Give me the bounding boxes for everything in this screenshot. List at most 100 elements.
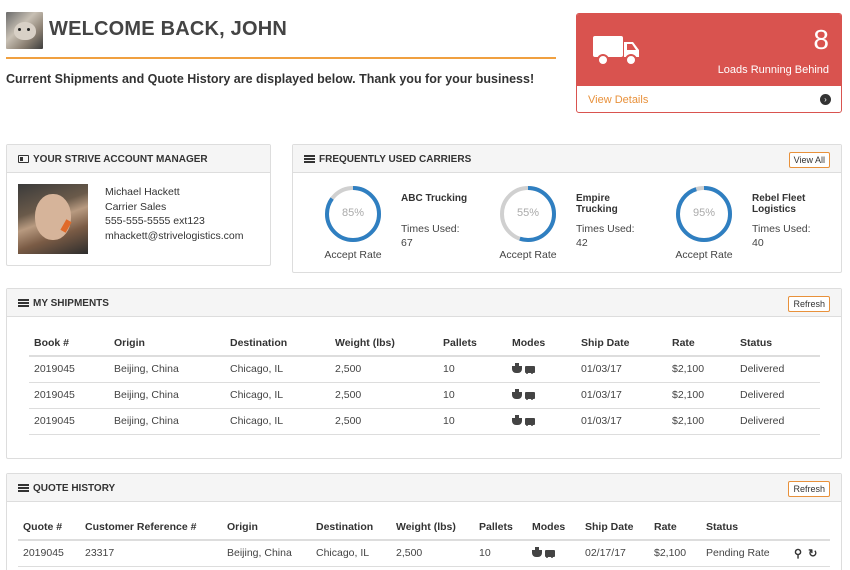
manager-name: Michael Hackett [105,186,180,198]
table-cell: $2,100 [667,356,735,383]
table-cell: 2019045 [29,356,109,383]
times-used-value: 42 [576,237,588,249]
column-header[interactable]: Rate [667,330,735,357]
truck-icon [593,36,639,66]
table-cell: Chicago, IL [225,408,330,435]
manager-contact: Michael Hackett Carrier Sales 555-555-55… [105,185,243,243]
id-card-icon [18,155,29,163]
table-cell: Chicago, IL [311,540,391,567]
carrier-name: ABC Trucking [401,193,468,204]
quotes-table: Quote # Customer Reference # Origin Destina… [18,514,830,567]
page-subtitle: Current Shipments and Quote History are … [6,72,535,86]
table-cell: 2019045 [29,382,109,409]
table-cell: 2,500 [391,540,474,567]
accept-rate-label: Accept Rate [324,249,382,261]
page-title: WELCOME BACK, JOHN [49,18,288,40]
ship-icon [512,415,522,425]
list-icon [304,155,315,163]
truck-icon [525,366,535,375]
panel-title: QUOTE HISTORY [33,483,116,494]
table-cell: 2019045 [29,408,109,435]
my-shipments-panel: MY SHIPMENTS Refresh Book # Origin Destina… [6,288,842,459]
table-cell: Beijing, China [109,408,225,435]
table-cell: Chicago, IL [225,382,330,409]
table-cell [527,540,580,567]
table-cell: 2,500 [330,356,438,383]
truck-icon [525,418,535,426]
table-cell: Beijing, China [109,382,225,409]
carrier-name: Rebel Fleet Logistics [752,193,806,215]
loads-behind-card[interactable]: 8 Loads Running Behind View Details › [576,13,842,113]
refresh-shipments-button[interactable]: Refresh [788,296,830,312]
table-cell: 01/03/17 [576,382,667,409]
alert-footer[interactable]: View Details › [577,86,841,112]
column-header[interactable]: Pallets [438,330,507,357]
table-cell: $2,100 [667,382,735,409]
arrow-circle-right-icon[interactable]: › [820,94,831,105]
column-header[interactable]: Destination [225,330,330,357]
times-used-label: Times Used: [401,223,460,235]
column-header[interactable]: Modes [507,330,576,357]
manager-photo [18,184,88,254]
loads-behind-count: 8 [813,24,829,55]
table-cell: 2,500 [330,408,438,435]
table-row[interactable]: 2019045 Beijing, China Chicago, IL 2,500 10 0… [29,408,820,435]
column-header[interactable]: Modes [527,514,580,541]
table-row[interactable]: 2019045 Beijing, China Chicago, IL 2,500 10 0… [29,356,820,383]
ship-icon [512,389,522,399]
column-header[interactable]: Destination [311,514,391,541]
column-header[interactable]: Book # [29,330,109,357]
refresh-quotes-button[interactable]: Refresh [788,481,830,497]
column-header[interactable]: Status [735,330,820,357]
times-used-label: Times Used: [576,223,635,235]
table-cell: Delivered [735,408,820,435]
table-cell [507,356,576,383]
column-header[interactable]: Customer Reference # [80,514,222,541]
table-row[interactable]: 2019045 Beijing, China Chicago, IL 2,500 10 0… [29,382,820,409]
carrier-card[interactable]: 55% Accept Rate Empire Trucking Times Used:… [499,185,669,265]
table-cell: 2,500 [330,382,438,409]
column-header-actions [789,514,830,541]
table-cell: 10 [438,408,507,435]
table-cell: 02/17/17 [580,540,649,567]
search-icon[interactable]: ⚲ [794,547,803,560]
column-header[interactable]: Pallets [474,514,527,541]
column-header[interactable]: Weight (lbs) [330,330,438,357]
ship-icon [512,363,522,374]
table-cell: Pending Rate [701,540,789,567]
panel-title: YOUR STRIVE ACCOUNT MANAGER [33,154,208,165]
column-header[interactable]: Ship Date [580,514,649,541]
accept-rate-ring [325,186,381,242]
table-cell [507,382,576,409]
table-cell: 01/03/17 [576,356,667,383]
accept-rate-label: Accept Rate [499,249,557,261]
times-used-label: Times Used: [752,223,811,235]
column-header[interactable]: Quote # [18,514,80,541]
table-row[interactable]: 2019045 23317 Beijing, China Chicago, IL 2,5… [18,540,830,567]
user-avatar[interactable] [6,12,43,49]
truck-icon [545,550,555,559]
table-cell: 10 [438,356,507,383]
column-header[interactable]: Rate [649,514,701,541]
view-all-button[interactable]: View All [788,152,830,168]
manager-phone[interactable]: 555-555-5555 ext123 [105,215,205,227]
carrier-card[interactable]: 85% Accept Rate ABC Trucking Times Used: 67 [324,185,494,265]
column-header[interactable]: Origin [109,330,225,357]
table-cell: Delivered [735,356,820,383]
carrier-card[interactable]: 95% Accept Rate Rebel Fleet Logistics Times… [675,185,845,265]
frequent-carriers-panel: FREQUENTLY USED CARRIERS View All 85% Acc… [292,144,842,273]
column-header[interactable]: Origin [222,514,311,541]
shipments-table: Book # Origin Destination Weight (lbs) Palle… [29,330,820,435]
alert-banner: 8 Loads Running Behind [577,14,841,86]
refresh-icon[interactable]: ↻ [808,547,818,560]
table-cell: 10 [438,382,507,409]
panel-title: FREQUENTLY USED CARRIERS [319,154,472,165]
column-header[interactable]: Status [701,514,789,541]
column-header[interactable]: Ship Date [576,330,667,357]
list-icon [18,299,29,307]
table-cell: 23317 [80,540,222,567]
manager-email[interactable]: mhackett@strivelogistics.com [105,229,244,242]
row-actions: ⚲ ↻ [789,540,830,567]
view-details-link[interactable]: View Details [588,94,649,106]
column-header[interactable]: Weight (lbs) [391,514,474,541]
